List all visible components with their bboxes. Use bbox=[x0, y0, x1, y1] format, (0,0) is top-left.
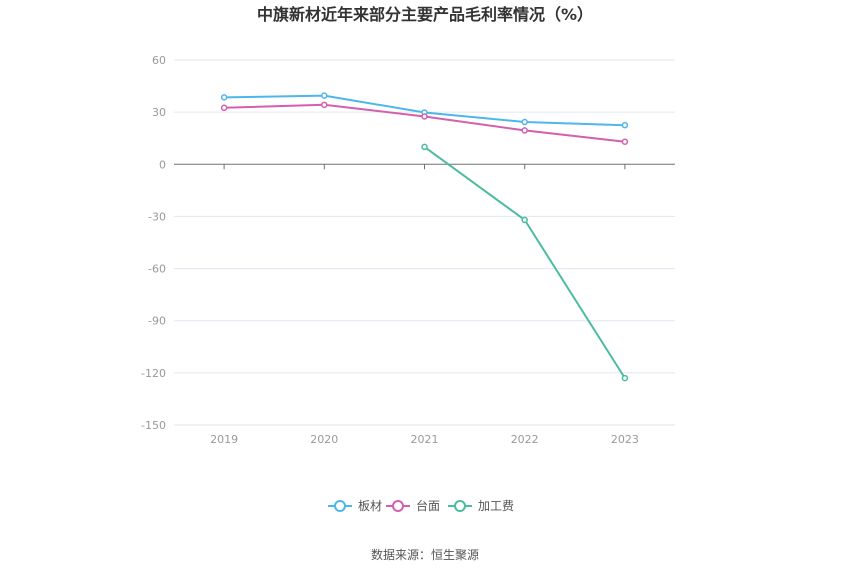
data-point bbox=[521, 118, 528, 126]
series-line bbox=[423, 146, 626, 379]
series-1 bbox=[220, 92, 629, 129]
data-point bbox=[621, 374, 629, 382]
data-point bbox=[220, 104, 228, 112]
x-tick-label: 2021 bbox=[411, 433, 439, 446]
data-point bbox=[220, 94, 228, 101]
data-point bbox=[321, 101, 328, 109]
x-tick-label: 2020 bbox=[310, 433, 338, 446]
legend-marker bbox=[392, 500, 404, 512]
y-axis: 60 30 0 -30 -60 -90 -120 -150 bbox=[141, 54, 166, 432]
data-point bbox=[321, 92, 328, 99]
legend-label: 加工费 bbox=[478, 499, 514, 513]
x-tick-label: 2019 bbox=[210, 433, 238, 446]
legend-marker bbox=[454, 500, 466, 512]
y-tick-label: -30 bbox=[148, 210, 166, 223]
y-tick-label: 0 bbox=[159, 158, 166, 171]
y-tick-label: -150 bbox=[141, 419, 166, 432]
chart-title: 中旗新材近年来部分主要产品毛利率情况（%） bbox=[257, 5, 593, 24]
y-tick-label: -60 bbox=[148, 263, 166, 276]
legend-label: 台面 bbox=[416, 498, 440, 513]
y-tick-label: -120 bbox=[141, 367, 166, 380]
series-2 bbox=[220, 101, 629, 145]
y-tick-label: 60 bbox=[152, 54, 166, 67]
y-tick-label: -90 bbox=[148, 315, 166, 328]
series-group bbox=[220, 92, 629, 382]
legend[interactable]: 板材 台面 加工费 bbox=[328, 498, 514, 513]
legend-label: 板材 bbox=[358, 499, 382, 513]
x-tick-label: 2022 bbox=[511, 433, 539, 446]
data-point bbox=[621, 121, 629, 129]
data-point bbox=[421, 113, 428, 120]
data-point bbox=[521, 127, 528, 134]
legend-item[interactable]: 加工费 bbox=[448, 499, 514, 513]
y-tick-label: 30 bbox=[152, 106, 166, 119]
data-point bbox=[521, 216, 528, 224]
x-tick-label: 2023 bbox=[611, 433, 639, 446]
grid-lines bbox=[174, 59, 675, 426]
source-note: 数据来源：恒生聚源 bbox=[371, 547, 479, 562]
data-point bbox=[421, 143, 428, 151]
data-point bbox=[621, 138, 629, 145]
legend-item[interactable]: 台面 bbox=[386, 498, 440, 513]
legend-marker bbox=[334, 500, 346, 512]
x-axis: 2019 2020 2021 2022 2023 bbox=[174, 163, 675, 446]
legend-item[interactable]: 板材 bbox=[328, 499, 382, 513]
series-3 bbox=[421, 143, 629, 382]
